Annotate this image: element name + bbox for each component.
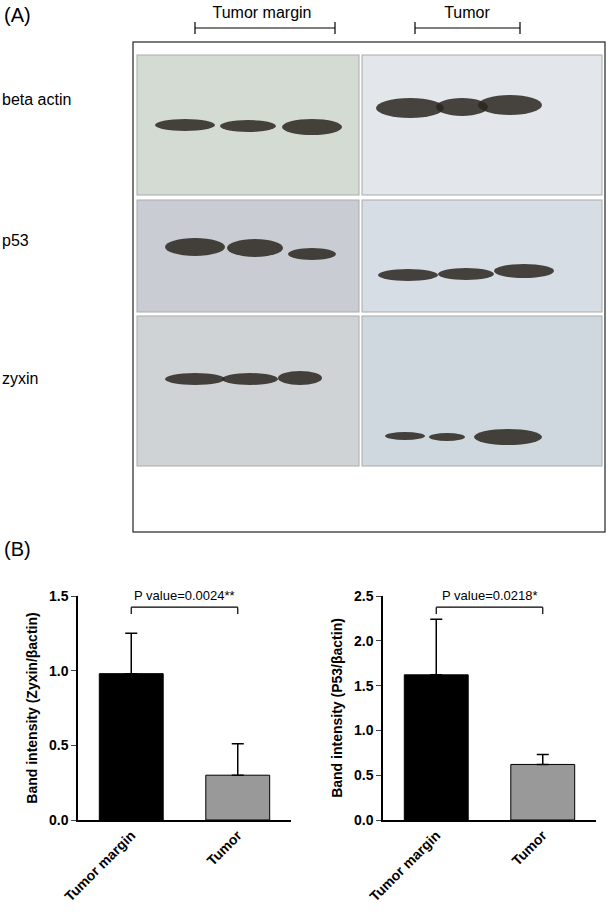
svg-text:0.0: 0.0: [354, 812, 374, 828]
svg-text:Tumor margin: Tumor margin: [366, 827, 443, 904]
svg-text:beta actin: beta actin: [2, 91, 71, 108]
svg-text:0.0: 0.0: [49, 812, 69, 828]
svg-text:Band intensity (P53/βactin): Band intensity (P53/βactin): [329, 618, 345, 798]
svg-text:p53: p53: [2, 232, 29, 249]
svg-text:Tumor margin: Tumor margin: [61, 827, 138, 904]
svg-text:2.0: 2.0: [354, 633, 374, 649]
svg-text:1.0: 1.0: [354, 722, 374, 738]
html-text:(B): (B): [4, 538, 31, 560]
svg-text:(A): (A): [4, 4, 31, 26]
svg-text:1.5: 1.5: [354, 678, 374, 694]
svg-text:Tumor margin: Tumor margin: [213, 4, 312, 21]
svg-text:1.5: 1.5: [49, 588, 69, 604]
svg-text:Band intensity (Zyxin/βactin): Band intensity (Zyxin/βactin): [24, 612, 40, 803]
svg-text:1.0: 1.0: [49, 663, 69, 679]
svg-text:zyxin: zyxin: [2, 370, 38, 387]
svg-text:P value=0.0218*: P value=0.0218*: [442, 588, 538, 603]
svg-text:Tumor: Tumor: [203, 827, 245, 869]
svg-text:P value=0.0024**: P value=0.0024**: [134, 588, 235, 603]
svg-text:Tumor: Tumor: [444, 4, 490, 21]
svg-text:0.5: 0.5: [49, 737, 69, 753]
svg-text:2.5: 2.5: [354, 588, 374, 604]
svg-text:0.5: 0.5: [354, 767, 374, 783]
svg-text:Tumor: Tumor: [508, 827, 550, 869]
